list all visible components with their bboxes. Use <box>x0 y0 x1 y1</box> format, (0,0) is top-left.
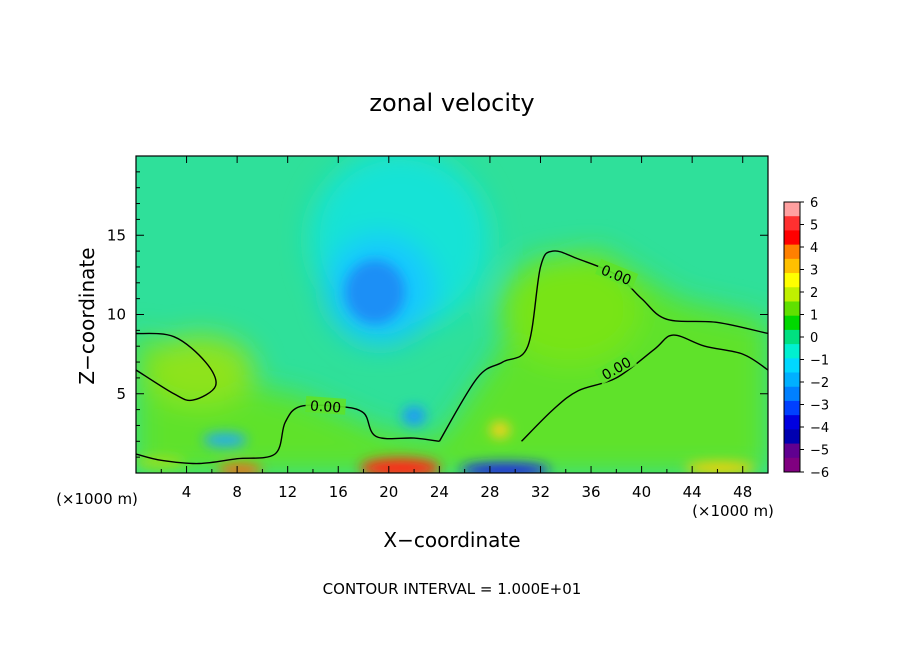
colorbar-segment <box>784 287 800 302</box>
colorbar-segment <box>784 216 800 231</box>
colorbar-segment <box>784 315 800 331</box>
colorbar-segment <box>784 400 800 416</box>
colorbar-segment <box>784 372 800 388</box>
x-tick-label: 40 <box>632 483 651 501</box>
field-surface-jet-right <box>685 462 755 473</box>
y-axis-label: Z−coordinate <box>75 247 99 384</box>
colorbar-label: 3 <box>810 264 818 279</box>
x-tick-label: 8 <box>232 483 242 501</box>
colorbar-segment <box>784 386 800 402</box>
contour-line <box>521 334 768 442</box>
y-tick-label: 10 <box>107 306 126 324</box>
colorbar-label: −2 <box>810 376 829 391</box>
x-tick-label: 48 <box>733 483 752 501</box>
colorbar-label: 1 <box>810 309 818 324</box>
x-tick-label: 20 <box>379 483 398 501</box>
field-surface-jet-positive <box>360 458 440 473</box>
field-surface-left-edge <box>136 456 185 468</box>
colorbar-label: −4 <box>810 421 829 436</box>
plot-area: 0.000.000.00 <box>135 155 769 474</box>
y-axis: 5 10 15 <box>107 171 768 458</box>
colorbar-label: −6 <box>810 466 829 481</box>
x-tick-label: 32 <box>531 483 550 501</box>
colorbar-segment <box>784 301 800 317</box>
colorbar-segment <box>784 329 800 345</box>
contour-label-bg <box>305 396 347 415</box>
colorbar-segment <box>784 230 800 246</box>
x-tick-label: 16 <box>329 483 348 501</box>
x-tick-label: 36 <box>581 483 600 501</box>
x-axis: 4 8 12 16 20 24 28 32 36 40 44 48 <box>160 156 752 501</box>
colorbar-label: −3 <box>810 399 829 414</box>
x-tick-label: 4 <box>182 483 192 501</box>
x-tick-label: 44 <box>683 483 702 501</box>
contour-line <box>136 404 440 465</box>
x-unit-left: (×1000 m) <box>56 490 138 508</box>
field-surface-jet-negative <box>460 463 550 473</box>
colorbar-segment <box>784 358 800 374</box>
contour-line <box>438 250 768 442</box>
field-negative-core <box>345 260 405 324</box>
field-negative-spot <box>402 406 426 426</box>
colorbar-label: 0 <box>810 331 818 346</box>
colorbar-segment <box>784 429 800 445</box>
field-positive-spot <box>490 422 510 438</box>
colorbar-segment <box>784 443 800 459</box>
field-surface-jet-left <box>218 464 262 473</box>
contour-label-group: 0.00 <box>305 396 347 416</box>
field-left-negative-spot <box>203 433 247 447</box>
colorbar-label: 2 <box>810 286 818 301</box>
colorbar-label: 5 <box>810 219 818 234</box>
colorbar-segment <box>784 457 800 473</box>
contour-interval-note: CONTOUR INTERVAL = 1.000E+01 <box>323 580 582 598</box>
y-tick-label: 15 <box>107 226 126 244</box>
colorbar-label: −1 <box>810 354 829 369</box>
colorbar-segment <box>784 244 800 260</box>
x-tick-label: 12 <box>278 483 297 501</box>
colorbar: 6 5 4 3 2 1 0 −1 −2 −3 −4 −5 −6 <box>783 196 829 481</box>
contour-label-bg <box>595 259 639 289</box>
x-tick-label: 28 <box>480 483 499 501</box>
chart-title: zonal velocity <box>369 89 534 117</box>
x-unit-right: (×1000 m) <box>692 502 774 520</box>
contour-line <box>136 332 217 402</box>
x-tick-label: 24 <box>430 483 449 501</box>
colorbar-label: −5 <box>810 444 829 459</box>
field-positive-core <box>500 255 640 365</box>
contour-label: 0.00 <box>309 398 341 416</box>
x-axis-label: X−coordinate <box>383 528 520 552</box>
colorbar-label: 6 <box>810 196 818 211</box>
colorbar-segment <box>784 415 800 430</box>
field-left-bulge <box>145 335 255 405</box>
colorbar-segment <box>784 273 800 288</box>
colorbar-segment <box>784 258 800 274</box>
field-blobs <box>136 156 768 473</box>
colorbar-segment <box>784 202 800 217</box>
y-tick-label: 5 <box>116 385 126 403</box>
contour-lines <box>136 250 768 465</box>
colorbar-segment <box>784 344 800 359</box>
colorbar-label: 4 <box>810 241 818 256</box>
contour-label-bg <box>594 350 638 385</box>
